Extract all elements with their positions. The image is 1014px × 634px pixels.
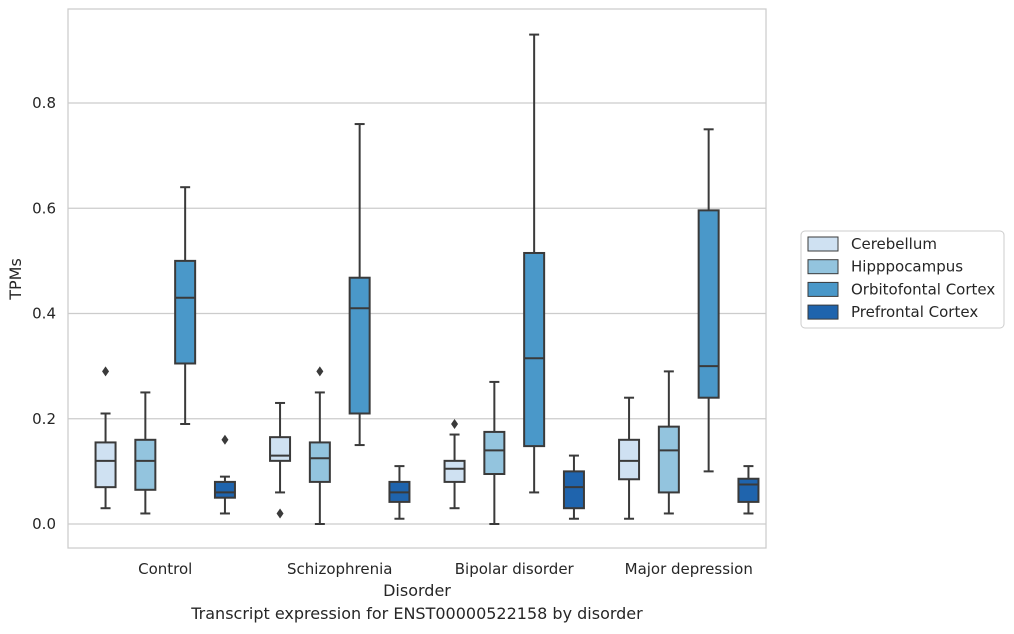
legend-swatch	[807, 259, 839, 275]
y-tick-label: 0.4	[32, 305, 56, 323]
box-body	[94, 441, 117, 489]
y-tick-label: 0.8	[32, 94, 56, 112]
box-body	[562, 470, 585, 510]
x-tick-label: Major depression	[625, 560, 753, 578]
x-tick-labels: Control Schizophrenia Bipolar disorder Majo…	[138, 560, 753, 578]
legend-swatch	[807, 236, 839, 252]
y-tick-label: 0.0	[32, 515, 56, 533]
box-hipppocampus	[657, 370, 680, 515]
box-body	[308, 441, 331, 483]
box-body	[618, 438, 641, 481]
box-prefrontal-cortex	[737, 465, 760, 515]
box-cerebellum	[443, 419, 466, 510]
box-body	[134, 438, 157, 491]
legend-label: Prefrontal Cortex	[851, 303, 978, 321]
y-tick-label: 0.2	[32, 410, 56, 428]
box-prefrontal-cortex	[388, 465, 411, 520]
box-body	[483, 430, 506, 476]
legend-swatch	[807, 281, 839, 297]
box-orbitofontal-cortex	[523, 33, 546, 494]
box-body	[213, 480, 236, 499]
plot-frame	[67, 8, 767, 549]
x-axis-label: Disorder	[383, 581, 451, 600]
y-axis-label: TPMs	[6, 258, 25, 301]
box-cerebellum	[94, 366, 117, 510]
box-prefrontal-cortex	[562, 454, 585, 520]
box-orbitofontal-cortex	[697, 128, 720, 473]
outlier-point	[221, 434, 229, 445]
legend-swatch	[807, 304, 839, 320]
box-body	[737, 477, 760, 503]
legend-label: Cerebellum	[851, 235, 937, 253]
x-tick-label: Control	[138, 560, 192, 578]
legend-frame	[800, 230, 1005, 329]
box-prefrontal-cortex	[213, 434, 236, 515]
box-body	[443, 459, 466, 483]
x-tick-label: Schizophrenia	[287, 560, 392, 578]
outlier-point	[102, 366, 110, 377]
y-tick-label: 0.6	[32, 199, 56, 217]
box-body	[697, 209, 720, 399]
x-tick-label: Bipolar disorder	[455, 560, 575, 578]
boxes	[94, 33, 760, 525]
box-body	[523, 251, 546, 448]
box-hipppocampus	[308, 366, 331, 525]
box-cerebellum	[618, 396, 641, 520]
legend-label: Hipppocampus	[851, 258, 963, 276]
box-body	[348, 276, 371, 415]
legend: Cerebellum Hipppocampus Orbitofontal Corte…	[800, 230, 1005, 329]
box-body	[269, 436, 292, 462]
outlier-point	[451, 419, 459, 430]
y-tick-labels: 0.0 0.2 0.4 0.6 0.8	[32, 94, 56, 533]
outlier-point	[316, 366, 324, 377]
box-orbitofontal-cortex	[174, 186, 197, 426]
chart-caption: Transcript expression for ENST0000052215…	[191, 604, 643, 623]
box-cerebellum	[269, 401, 292, 519]
legend-label: Orbitofontal Cortex	[851, 280, 995, 298]
outlier-point	[276, 508, 284, 519]
box-orbitofontal-cortex	[348, 123, 371, 447]
box-hipppocampus	[134, 391, 157, 515]
box-body	[174, 259, 197, 365]
box-hipppocampus	[483, 380, 506, 525]
box-body	[657, 425, 680, 494]
